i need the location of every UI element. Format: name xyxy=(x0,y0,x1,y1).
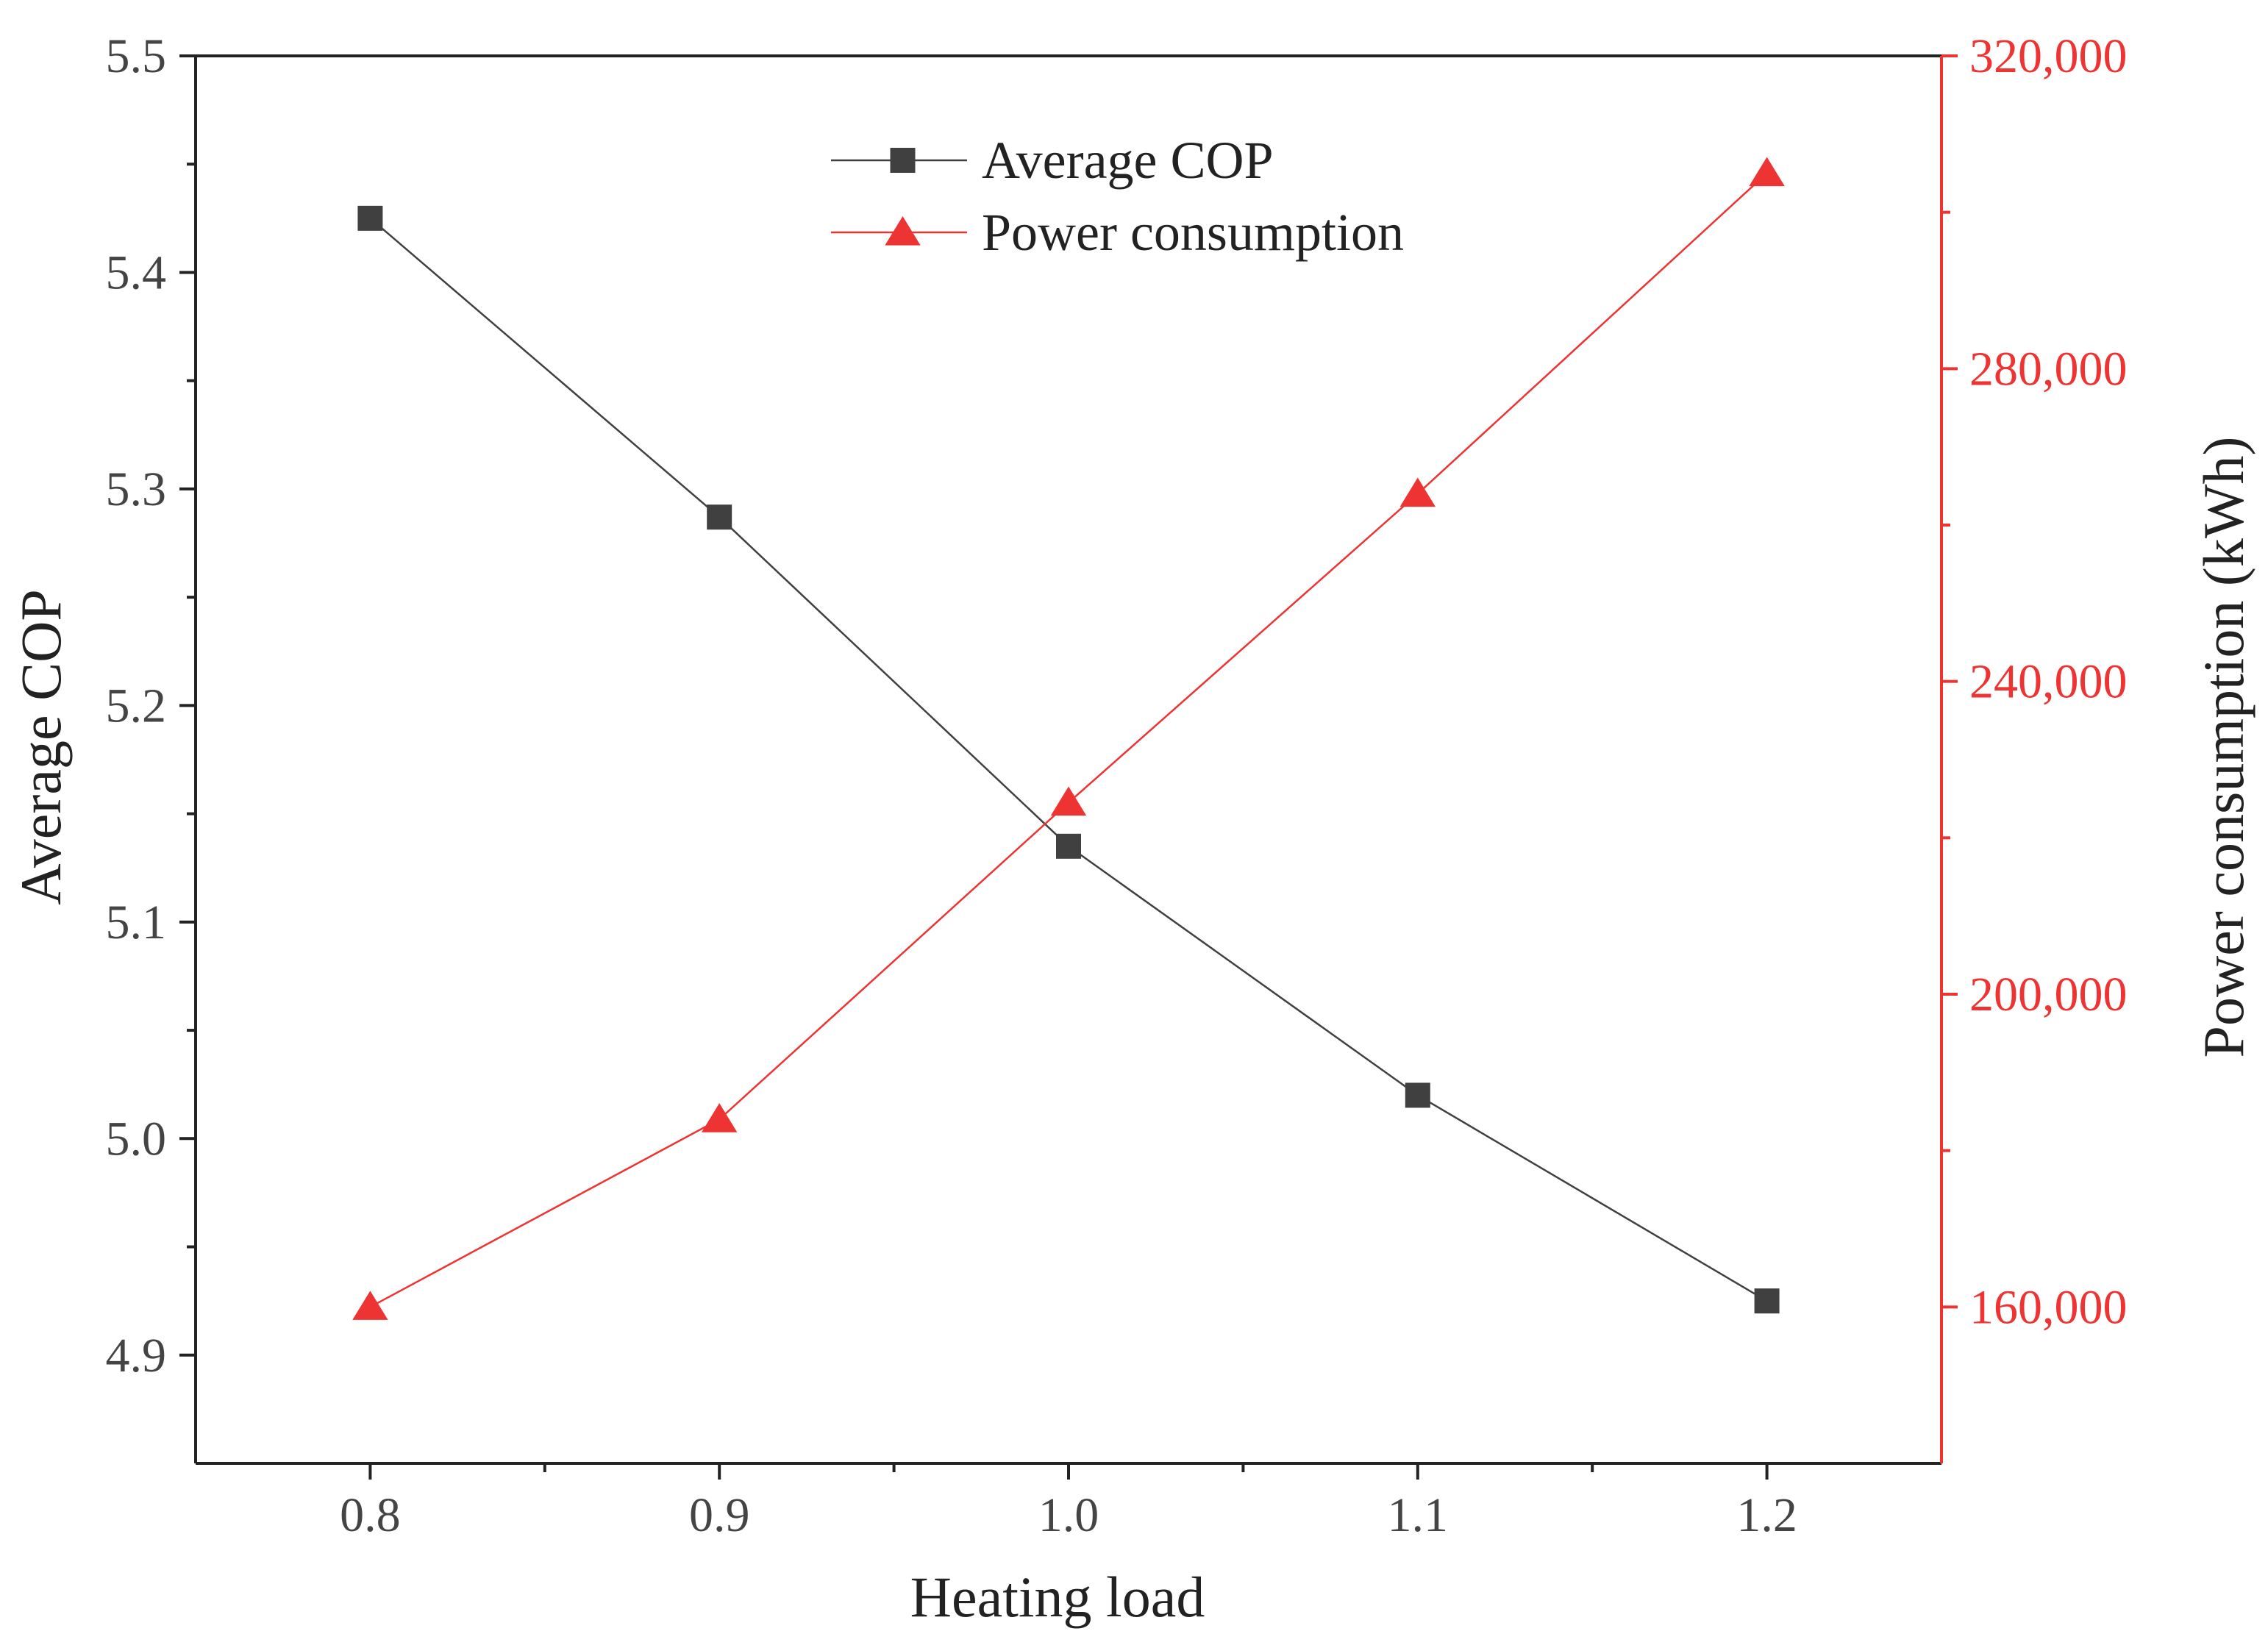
axes: 0.8 0.9 1.0 1.1 1.2 4.9 5.0 5.1 5.2 5.3 5.4 5.5 160,… xyxy=(106,29,2128,1542)
power-consumption-point xyxy=(1399,477,1436,507)
power-consumption-line xyxy=(369,172,1768,1308)
right-y-tick-label: 240,000 xyxy=(1969,655,2128,709)
power-consumption-point xyxy=(352,1291,388,1320)
right-y-tick-label: 160,000 xyxy=(1969,1280,2128,1334)
legend-marker-average-cop xyxy=(890,148,916,173)
legend: Average COP Power consumption xyxy=(831,131,1404,262)
legend-label-power-consumption: Power consumption xyxy=(982,203,1404,262)
x-tick-label: 1.2 xyxy=(1736,1488,1797,1542)
average-cop-point xyxy=(1405,1082,1430,1108)
power-consumption-point xyxy=(1749,157,1785,187)
left-y-tick-label: 5.5 xyxy=(106,29,167,83)
average-cop-line xyxy=(369,217,1768,1302)
power-consumption-point xyxy=(702,1103,738,1132)
left-y-tick-label: 4.9 xyxy=(106,1329,167,1382)
average-cop-point xyxy=(1754,1288,1780,1314)
x-tick-label: 1.0 xyxy=(1038,1488,1099,1542)
x-tick-label: 1.1 xyxy=(1388,1488,1449,1542)
series-average-cop xyxy=(357,205,1780,1314)
right-y-axis-label: Power consumption (kWh) xyxy=(2192,437,2255,1058)
left-y-tick-label: 5.3 xyxy=(106,463,167,516)
left-y-axis-label: Average COP xyxy=(9,589,73,905)
power-consumption-point xyxy=(1050,786,1087,816)
left-y-tick-label: 5.0 xyxy=(106,1112,167,1166)
right-y-tick-label: 280,000 xyxy=(1969,342,2128,396)
left-y-tick-label: 5.4 xyxy=(106,246,167,299)
left-y-tick-label: 5.1 xyxy=(106,896,167,949)
average-cop-point xyxy=(707,504,732,530)
legend-label-average-cop: Average COP xyxy=(982,131,1274,190)
average-cop-point xyxy=(1056,833,1081,859)
right-y-tick-label: 320,000 xyxy=(1969,29,2128,83)
legend-marker-power-consumption xyxy=(885,216,921,246)
x-axis-label: Heating load xyxy=(910,1565,1205,1629)
series-power-consumption xyxy=(352,157,1785,1320)
series-layer xyxy=(352,157,1785,1320)
average-cop-point xyxy=(357,205,383,231)
left-y-tick-label: 5.2 xyxy=(106,679,167,732)
x-tick-label: 0.8 xyxy=(340,1488,401,1542)
right-y-tick-label: 200,000 xyxy=(1969,968,2128,1021)
x-tick-label: 0.9 xyxy=(689,1488,750,1542)
